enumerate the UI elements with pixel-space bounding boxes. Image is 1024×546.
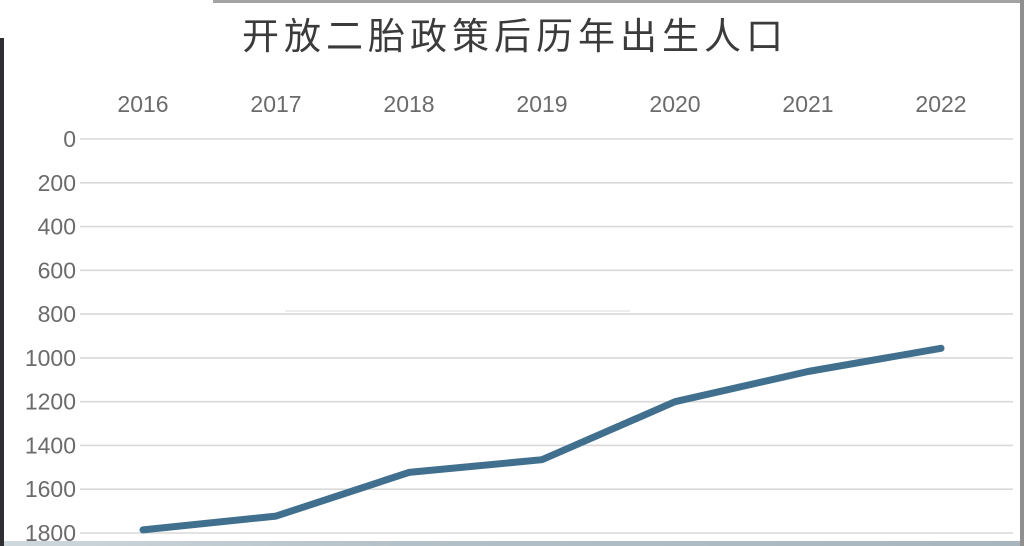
- x-axis-tick-label: 2016: [117, 91, 168, 117]
- birth-population-line: [139, 344, 945, 534]
- frame-left-edge: [0, 38, 4, 546]
- y-axis-tick-label: 0: [63, 126, 76, 152]
- frame-top-edge: [213, 0, 1024, 3]
- frame-bottom-edge: [4, 541, 1020, 546]
- x-axis-tick-label: 2022: [915, 91, 966, 117]
- y-axis-tick-label: 200: [38, 170, 76, 196]
- x-axis-tick-label: 2021: [782, 91, 833, 117]
- y-axis-tick-label: 1400: [25, 432, 76, 458]
- y-axis-tick-label: 600: [38, 257, 76, 283]
- chart-title: 开放二胎政策后历年出生人口: [242, 15, 788, 58]
- y-axis-tick-label: 800: [38, 301, 76, 327]
- y-axis-tick-label: 1200: [25, 389, 76, 415]
- x-axis-tick-label: 2017: [250, 91, 301, 117]
- x-axis-tick-label: 2020: [649, 91, 700, 117]
- y-axis-tick-label: 400: [38, 214, 76, 240]
- y-axis-tick-label: 1000: [25, 345, 76, 371]
- frame-right-edge: [1020, 0, 1024, 546]
- x-axis-tick-label: 2019: [516, 91, 567, 117]
- x-axis-tick-label: 2018: [383, 91, 434, 117]
- y-axis-tick-label: 1600: [25, 476, 76, 502]
